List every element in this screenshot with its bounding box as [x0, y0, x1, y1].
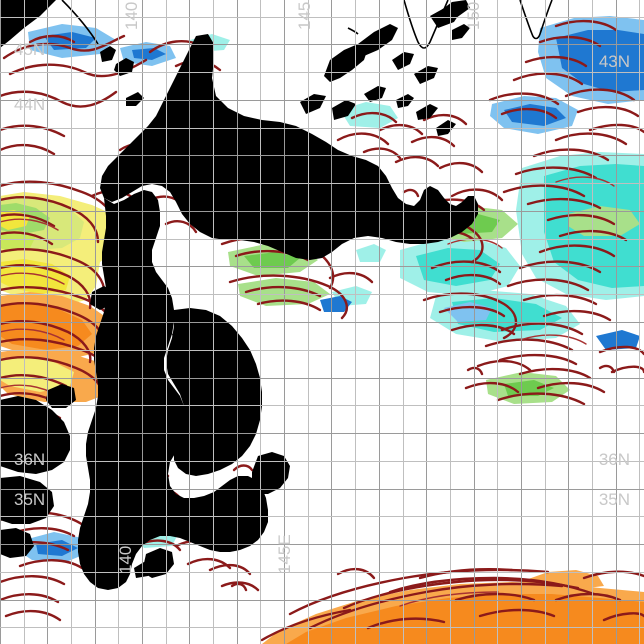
longitude-label-145e-bottom: 145E	[275, 534, 294, 574]
grid-parallel-41.0	[0, 266, 644, 267]
land-islet-2	[204, 182, 218, 194]
grid-parallel-39.0	[0, 378, 644, 379]
latitude-label-35n-right: 35N	[598, 490, 630, 509]
land-nw-corner	[0, 0, 56, 48]
grid-parallel-39.5	[0, 350, 644, 351]
land-boso	[252, 452, 290, 494]
land-etorofu	[332, 100, 356, 120]
land-southwest	[0, 396, 70, 474]
longitude-label-140-top: 140	[122, 1, 141, 30]
grid-parallel-43.5	[0, 128, 644, 129]
land-sw-4	[46, 384, 76, 408]
land-kuril-5	[396, 94, 414, 108]
grid-parallel-37.5	[0, 461, 644, 462]
grid-parallel-42.5	[0, 183, 644, 184]
grid-parallel-45.0	[0, 44, 644, 45]
latitude-label-43n-right: 43N	[598, 52, 630, 71]
latitude-label-35n-left: 35N	[14, 490, 46, 509]
land-small-isle-1	[126, 92, 144, 106]
land-kunashiri	[300, 94, 326, 114]
grid-parallel-45.5	[0, 17, 644, 18]
land-rishiri	[114, 58, 134, 76]
land-islet-4	[134, 562, 152, 578]
land-sw-2	[0, 476, 54, 524]
land-islet-3	[110, 406, 124, 418]
grid-parallel-35.0	[0, 600, 644, 601]
latitude-label-45n-left: 45N	[14, 40, 46, 59]
grid-parallel-36.0	[0, 544, 644, 545]
grid-parallel-36.5	[0, 516, 644, 517]
latitude-label-36n-right: 36N	[598, 450, 630, 469]
grid-parallel-37.0	[0, 489, 644, 490]
longitude-label-150-top: 150	[464, 1, 483, 30]
grid-parallel-34.5	[0, 627, 644, 628]
grid-parallel-40.0	[0, 322, 644, 323]
land-sakhalin-tip	[436, 0, 470, 22]
land-sado	[90, 286, 114, 310]
grid-parallel-41.5	[0, 239, 644, 240]
grid-parallel-40.5	[0, 294, 644, 295]
latitude-label-44n-left: 44N	[14, 95, 46, 114]
grid-parallel-43.0	[0, 155, 644, 156]
field-kuroshio-band	[262, 570, 644, 644]
longitude-label-140-bottom: 140	[116, 545, 135, 574]
longitude-label-145-top: 145	[295, 1, 314, 30]
land-honshu	[78, 190, 268, 590]
grid-parallel-38.0	[0, 433, 644, 434]
land-rebun	[100, 46, 116, 62]
field-oyashio-cold	[340, 16, 644, 404]
grid-parallel-42.0	[0, 211, 644, 212]
latitude-label-36n-left: 36N	[14, 450, 46, 469]
grid-parallel-44.5	[0, 72, 644, 73]
grid-parallel-44.0	[0, 100, 644, 101]
land-kuril-1	[358, 24, 398, 56]
land-hokkaido	[100, 34, 478, 260]
land-kuril-6	[416, 104, 438, 120]
land-kuril-4	[364, 86, 386, 102]
land-islet-1	[172, 330, 186, 342]
grid-parallel-38.5	[0, 405, 644, 406]
land-kuril-9	[452, 24, 470, 40]
grid-parallel-35.5	[0, 572, 644, 573]
land-sw-3	[0, 528, 34, 558]
